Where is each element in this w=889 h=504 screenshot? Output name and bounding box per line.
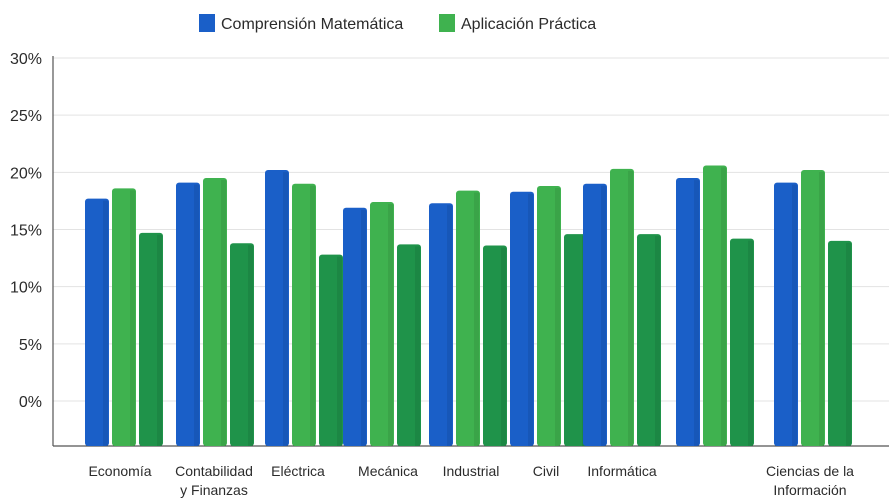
bars bbox=[85, 165, 852, 447]
x-category-label: Economía bbox=[88, 463, 151, 479]
bar-comprension-5 bbox=[510, 191, 534, 446]
bar-comprension-2 bbox=[265, 170, 289, 446]
y-axis-ticks: 30% 25% 20% 15% 10% 5% 0% bbox=[10, 51, 42, 411]
bar-shade bbox=[248, 245, 253, 446]
bar-shade bbox=[792, 184, 797, 446]
x-axis-categories: Economía Contabilidad y Finanzas Eléctrica M… bbox=[88, 463, 854, 498]
bar-series3-2 bbox=[319, 254, 343, 446]
bar-shade bbox=[655, 236, 660, 446]
legend-label: Comprensión Matemática bbox=[221, 16, 403, 33]
legend-swatch bbox=[199, 14, 215, 32]
bar-shade bbox=[628, 170, 633, 447]
bar-comprension-4 bbox=[429, 203, 453, 446]
x-category-label: Informática bbox=[587, 463, 656, 479]
bar-series3-4 bbox=[483, 245, 507, 446]
bar-comprension-0 bbox=[85, 198, 109, 446]
bar-series3-5 bbox=[564, 234, 588, 446]
bar-series3-7 bbox=[730, 238, 754, 446]
bar-shade bbox=[819, 172, 824, 446]
bar-series3-8 bbox=[828, 240, 852, 446]
bar-comprension-6 bbox=[583, 183, 607, 446]
y-tick-label: 30% bbox=[10, 51, 42, 68]
bar-shade bbox=[501, 247, 506, 446]
bar-comprension-3 bbox=[343, 207, 367, 446]
y-tick-label: 20% bbox=[10, 165, 42, 182]
bar-shade bbox=[283, 172, 288, 446]
bar-shade bbox=[846, 242, 851, 446]
bar-shade bbox=[103, 200, 108, 446]
bar-shade bbox=[310, 185, 315, 446]
bar-aplicacion-5 bbox=[537, 186, 561, 446]
bar-series3-1 bbox=[230, 243, 254, 446]
bar-shade bbox=[528, 193, 533, 446]
bar-aplicacion-2 bbox=[292, 183, 316, 446]
bar-shade bbox=[748, 240, 753, 446]
y-tick-label: 25% bbox=[10, 108, 42, 125]
x-category-label: Industrial bbox=[443, 463, 500, 479]
x-category-label: Mecánica bbox=[358, 463, 418, 479]
bar-shade bbox=[221, 180, 226, 447]
y-tick-label: 15% bbox=[10, 223, 42, 240]
bar-shade bbox=[361, 209, 366, 446]
x-category-label: y Finanzas bbox=[180, 482, 248, 498]
bar-series3-6 bbox=[637, 234, 661, 446]
bar-shade bbox=[157, 234, 162, 446]
bar-shade bbox=[555, 188, 560, 446]
bar-aplicacion-4 bbox=[456, 190, 480, 446]
bar-aplicacion-6 bbox=[610, 168, 634, 447]
x-category-label: Contabilidad bbox=[175, 463, 253, 479]
x-category-label: Información bbox=[773, 482, 846, 498]
x-category-label: Eléctrica bbox=[271, 463, 325, 479]
bar-comprension-8 bbox=[774, 182, 798, 446]
bar-shade bbox=[130, 190, 135, 446]
y-tick-label: 0% bbox=[19, 394, 42, 411]
x-category-label: Ciencias de la bbox=[766, 463, 854, 479]
bar-shade bbox=[474, 192, 479, 446]
bar-shade bbox=[721, 167, 726, 446]
bar-comprension-1 bbox=[176, 182, 200, 446]
bar-aplicacion-7 bbox=[703, 165, 727, 446]
bar-shade bbox=[447, 205, 452, 446]
bar-aplicacion-3 bbox=[370, 202, 394, 446]
legend-label: Aplicación Práctica bbox=[461, 16, 596, 33]
bar-shade bbox=[337, 256, 342, 446]
bar-aplicacion-1 bbox=[203, 178, 227, 447]
bar-series3-0 bbox=[139, 232, 163, 446]
bar-series3-3 bbox=[397, 244, 421, 446]
y-tick-label: 5% bbox=[19, 337, 42, 354]
legend-swatch bbox=[439, 14, 455, 32]
bar-shade bbox=[694, 180, 699, 447]
bar-aplicacion-0 bbox=[112, 188, 136, 446]
bar-shade bbox=[388, 204, 393, 446]
bar-comprension-7 bbox=[676, 178, 700, 447]
bar-shade bbox=[601, 185, 606, 446]
bar-shade bbox=[415, 246, 420, 446]
bar-shade bbox=[194, 184, 199, 446]
x-category-label: Civil bbox=[533, 463, 559, 479]
y-tick-label: 10% bbox=[10, 280, 42, 297]
bar-aplicacion-8 bbox=[801, 170, 825, 446]
legend: Comprensión Matemática Aplicación Práctic… bbox=[199, 14, 596, 33]
